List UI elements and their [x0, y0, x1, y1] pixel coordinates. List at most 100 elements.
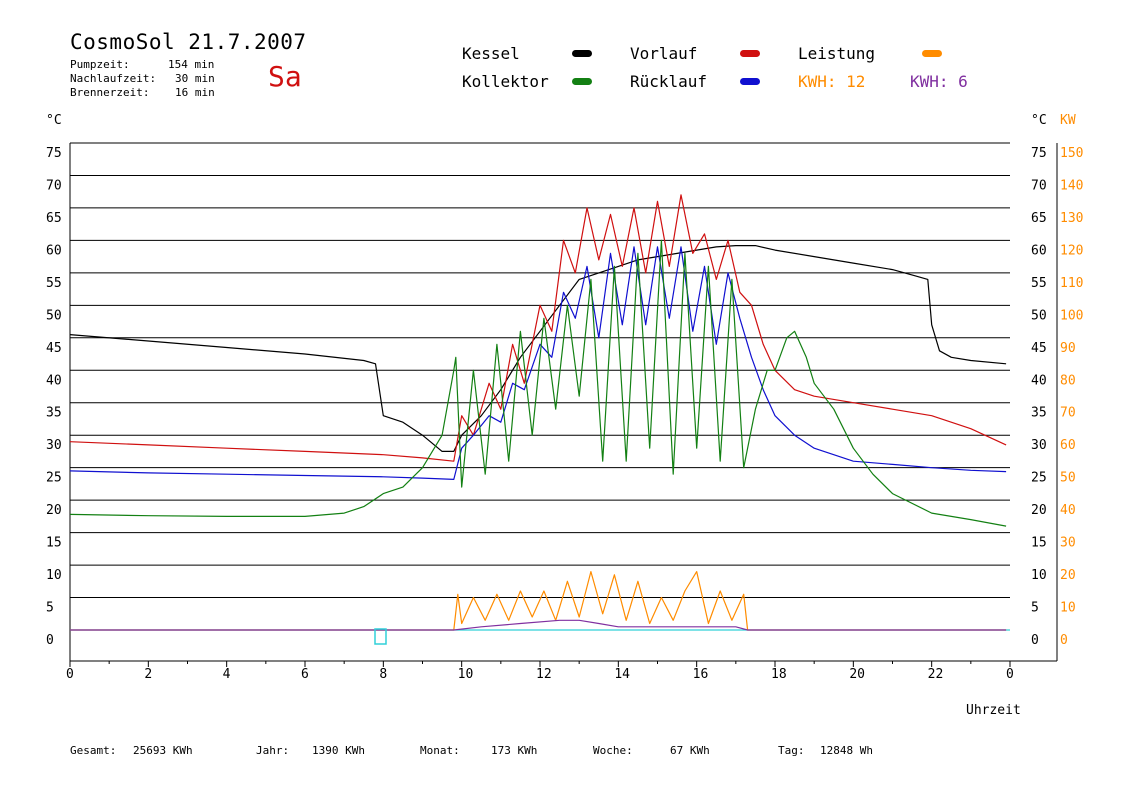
x-tick-label: 22 — [928, 667, 944, 682]
stat-pumpzeit-label: Pumpzeit: — [70, 58, 130, 71]
y-tick-label: 30 — [46, 438, 62, 453]
footer-woche-label: Woche: — [593, 744, 633, 757]
left-axis-unit: °C — [46, 113, 62, 128]
legend-kessel-swatch — [572, 50, 592, 57]
y-right-tick-label: 45 — [1031, 341, 1047, 356]
x-tick-label: 6 — [301, 667, 309, 682]
y-right-tick-label: 30 — [1031, 438, 1047, 453]
x-tick-label: 4 — [223, 667, 231, 682]
x-tick-label: 8 — [379, 667, 387, 682]
y-tick-label: 20 — [46, 503, 62, 518]
y2-tick-label: 140 — [1060, 178, 1083, 193]
stat-pumpzeit-value: 154 min — [168, 58, 215, 71]
right-axis-unit: °C — [1031, 113, 1047, 128]
stat-brennerzeit-value: 16 min — [175, 86, 215, 99]
chart-title: CosmoSol 21.7.2007 — [70, 30, 307, 54]
y2-tick-label: 60 — [1060, 438, 1076, 453]
y2-tick-label: 50 — [1060, 471, 1076, 486]
y-tick-label: 55 — [46, 276, 62, 291]
y2-tick-label: 90 — [1060, 341, 1076, 356]
footer-monat-label: Monat: — [420, 744, 460, 757]
y-tick-label: 75 — [46, 146, 62, 161]
legend-leistung-swatch — [922, 50, 942, 57]
x-tick-label: 12 — [536, 667, 552, 682]
x-tick-label: 20 — [849, 667, 865, 682]
stat-nachlaufzeit-label: Nachlaufzeit: — [70, 72, 157, 85]
y2-tick-label: 110 — [1060, 276, 1083, 291]
footer-gesamt-value: 25693 KWh — [133, 744, 193, 757]
footer-tag-label: Tag: — [778, 744, 805, 757]
y-right-tick-label: 5 — [1031, 601, 1039, 616]
y-tick-label: 65 — [46, 211, 62, 226]
y-right-tick-label: 0 — [1031, 633, 1039, 648]
x-tick-label: 16 — [693, 667, 709, 682]
y-right-tick-label: 65 — [1031, 211, 1047, 226]
cursor-marker — [374, 628, 387, 645]
y2-tick-label: 40 — [1060, 503, 1076, 518]
y-tick-label: 45 — [46, 341, 62, 356]
y2-tick-label: 70 — [1060, 406, 1076, 421]
x-tick-label: 14 — [614, 667, 630, 682]
footer-gesamt-label: Gesamt: — [70, 744, 117, 757]
y2-tick-label: 130 — [1060, 211, 1083, 226]
y-tick-label: 10 — [46, 568, 62, 583]
footer-woche-value: 67 KWh — [670, 744, 710, 757]
y2-tick-label: 120 — [1060, 243, 1083, 258]
y2-tick-label: 30 — [1060, 536, 1076, 551]
legend-leistung-label: Leistung — [798, 44, 876, 63]
series-line-rcklauf — [69, 246, 1007, 480]
series-line-kwh — [70, 619, 1007, 631]
y-right-tick-label: 70 — [1031, 178, 1047, 193]
legend-ruecklauf-swatch — [740, 78, 760, 85]
legend-vorlauf-label: Vorlauf — [630, 44, 698, 63]
right-axis-kw-unit: KW — [1060, 113, 1076, 128]
y-tick-label: 25 — [46, 471, 62, 486]
y-right-tick-label: 50 — [1031, 308, 1047, 323]
footer-monat-value: 173 KWh — [491, 744, 538, 757]
y-tick-label: 15 — [46, 536, 62, 551]
weekday-label: Sa — [268, 60, 302, 93]
y-tick-label: 60 — [46, 243, 62, 258]
footer-jahr-label: Jahr: — [256, 744, 290, 757]
y2-tick-label: 0 — [1060, 633, 1068, 648]
y-tick-label: 50 — [46, 308, 62, 323]
y-right-tick-label: 35 — [1031, 406, 1047, 421]
y2-tick-label: 100 — [1060, 308, 1083, 323]
series-line-leistung — [70, 570, 1007, 631]
y-right-tick-label: 55 — [1031, 276, 1047, 291]
legend-kessel-label: Kessel — [462, 44, 520, 63]
series-line-kollektor — [69, 239, 1007, 527]
y-tick-label: 35 — [46, 406, 62, 421]
y-right-tick-label: 75 — [1031, 146, 1047, 161]
legend-kollektor-swatch — [572, 78, 592, 85]
y-tick-label: 5 — [46, 601, 54, 616]
stat-nachlaufzeit-value: 30 min — [175, 72, 215, 85]
y2-tick-label: 80 — [1060, 373, 1076, 388]
x-tick-label: 10 — [458, 667, 474, 682]
y-right-tick-label: 10 — [1031, 568, 1047, 583]
footer-tag-value: 12848 Wh — [820, 744, 873, 757]
legend-kwh-orange: KWH: 12 — [798, 72, 866, 91]
y-tick-label: 40 — [46, 373, 62, 388]
y-tick-label: 0 — [46, 633, 54, 648]
legend-vorlauf-swatch — [740, 50, 760, 57]
y-right-tick-label: 60 — [1031, 243, 1047, 258]
stat-brennerzeit-label: Brennerzeit: — [70, 86, 150, 99]
x-tick-label: 0 — [1006, 667, 1014, 682]
legend-kwh-purple: KWH: 6 — [910, 72, 968, 91]
legend-kollektor-label: Kollektor — [462, 72, 549, 91]
y-right-tick-label: 15 — [1031, 536, 1047, 551]
y-right-tick-label: 20 — [1031, 503, 1047, 518]
footer-jahr-value: 1390 KWh — [312, 744, 365, 757]
x-tick-label: 0 — [66, 667, 74, 682]
series-line-vorlauf — [69, 194, 1007, 462]
x-tick-label: 18 — [771, 667, 787, 682]
legend-ruecklauf-label: Rücklauf — [630, 72, 708, 91]
y-right-tick-label: 25 — [1031, 471, 1047, 486]
y2-tick-label: 10 — [1060, 601, 1076, 616]
y2-tick-label: 150 — [1060, 146, 1083, 161]
y2-tick-label: 20 — [1060, 568, 1076, 583]
y-tick-label: 70 — [46, 178, 62, 193]
x-tick-label: 2 — [144, 667, 152, 682]
